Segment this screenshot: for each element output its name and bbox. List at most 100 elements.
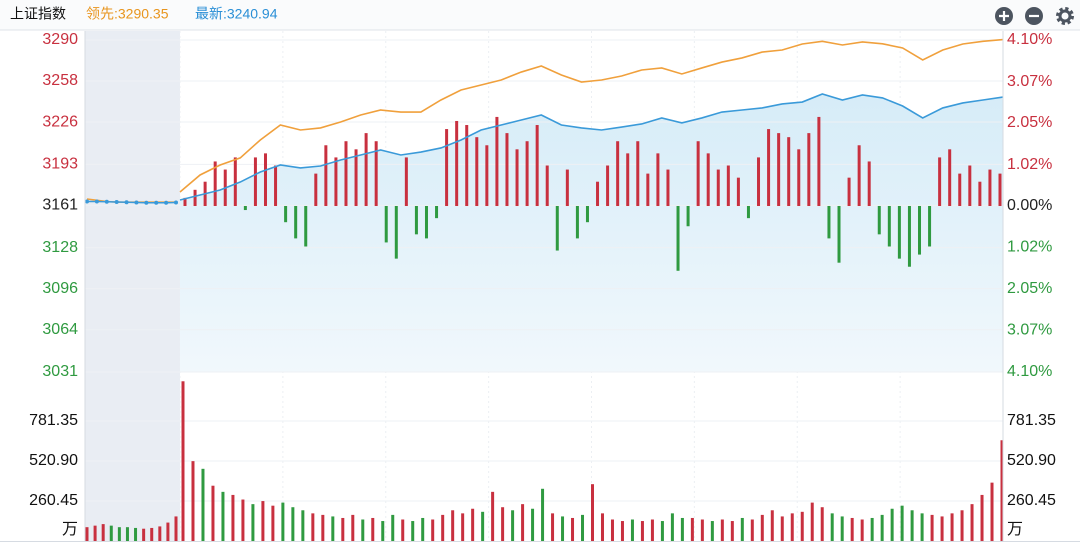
y2-tick-label: 4.10% <box>1007 363 1052 380</box>
volume-bar <box>800 511 804 541</box>
volume-bar <box>720 519 724 541</box>
volume-bar <box>770 510 774 541</box>
auction-point <box>154 200 159 205</box>
y2-tick-label: 1.02% <box>1007 239 1052 256</box>
change-bar <box>334 157 338 206</box>
change-bar <box>686 206 690 227</box>
change-bar <box>505 133 509 206</box>
latest-value: 最新:3240.94 <box>195 6 278 22</box>
change-bar <box>857 145 861 206</box>
line-layer <box>85 38 1004 205</box>
change-bar <box>968 165 972 206</box>
change-bar <box>626 153 630 206</box>
volume-bar <box>880 514 884 541</box>
volume-bar <box>391 514 395 541</box>
volume-bar <box>301 510 305 541</box>
auction-point <box>104 199 109 204</box>
y2-tick-label: 2.05% <box>1007 280 1052 297</box>
change-bar <box>515 149 519 206</box>
volume-bar <box>221 491 225 541</box>
change-bar <box>233 157 237 206</box>
volume-bar <box>740 517 744 541</box>
volume-bar <box>181 381 185 541</box>
change-bar <box>646 173 650 206</box>
volume-bar <box>930 514 934 541</box>
y2-tick-label: 4.10% <box>1007 31 1052 48</box>
volume-bar <box>531 508 535 541</box>
volume-bar <box>820 507 824 541</box>
volume-bar <box>311 513 315 541</box>
zoom-out-button[interactable] <box>1025 7 1043 25</box>
y-tick-label: 3161 <box>42 197 78 214</box>
change-bar <box>948 149 952 206</box>
change-bar <box>253 157 257 206</box>
volume-bar <box>610 519 614 541</box>
change-bar <box>213 161 217 206</box>
change-bar <box>243 206 247 211</box>
volume-bar <box>850 517 854 541</box>
area-layer <box>180 93 1003 372</box>
volume-bar <box>191 461 195 541</box>
volume-bar <box>890 508 894 541</box>
zoom-in-button[interactable] <box>995 7 1013 25</box>
volume-layer <box>85 381 1004 541</box>
change-bar <box>767 129 771 206</box>
volume-bar <box>481 511 485 541</box>
change-bar <box>988 169 992 206</box>
change-bar <box>706 153 710 206</box>
volume-tick-label-right: 781.35 <box>1007 412 1056 429</box>
change-bar <box>757 157 761 206</box>
change-bar <box>455 120 459 206</box>
volume-bar <box>920 513 924 541</box>
volume-bar <box>261 501 265 541</box>
change-bar <box>797 149 801 206</box>
volume-bar <box>780 516 784 541</box>
change-bar <box>636 141 640 206</box>
volume-bar <box>331 516 335 541</box>
volume-bar <box>431 519 435 541</box>
volume-bar <box>640 521 644 541</box>
change-bar <box>324 145 328 206</box>
change-bar <box>596 181 600 206</box>
volume-bar <box>461 513 465 541</box>
auction-volume-bar <box>142 528 146 541</box>
volume-bar <box>281 502 285 541</box>
y-tick-label: 3128 <box>42 239 78 256</box>
y-tick-label: 3193 <box>42 156 78 173</box>
change-bar <box>384 206 388 243</box>
auction-volume-bar <box>174 516 178 541</box>
volume-bar <box>910 510 914 541</box>
auction-point <box>144 200 149 205</box>
y2-tick-label: 0.00% <box>1007 197 1052 214</box>
change-bar <box>404 157 408 206</box>
change-bar <box>907 206 911 267</box>
change-bar <box>495 116 499 206</box>
header-bar <box>0 0 1080 30</box>
change-bar <box>716 169 720 206</box>
change-bar <box>535 125 539 206</box>
volume-bar <box>541 488 545 541</box>
price-area <box>180 93 1003 372</box>
auction-point <box>94 199 99 204</box>
change-bar <box>998 173 1002 206</box>
change-bar <box>485 145 489 206</box>
volume-bar <box>371 517 375 541</box>
index-title: 上证指数 <box>10 6 66 22</box>
volume-bar <box>271 505 275 541</box>
price-line <box>179 38 1004 193</box>
volume-tick-label: 260.45 <box>29 492 78 509</box>
change-bar <box>616 141 620 206</box>
volume-bar <box>471 508 475 541</box>
bar-layer <box>183 116 1002 271</box>
change-bar <box>424 206 428 239</box>
y2-tick-label: 2.05% <box>1007 114 1052 131</box>
volume-tick-label-right: 260.45 <box>1007 492 1056 509</box>
settings-button[interactable] <box>1056 7 1074 25</box>
change-bar <box>787 137 791 206</box>
y2-tick-label: 3.07% <box>1007 73 1052 90</box>
volume-bar <box>690 517 694 541</box>
change-bar <box>414 206 418 235</box>
change-bar <box>394 206 398 259</box>
change-bar <box>344 141 348 206</box>
